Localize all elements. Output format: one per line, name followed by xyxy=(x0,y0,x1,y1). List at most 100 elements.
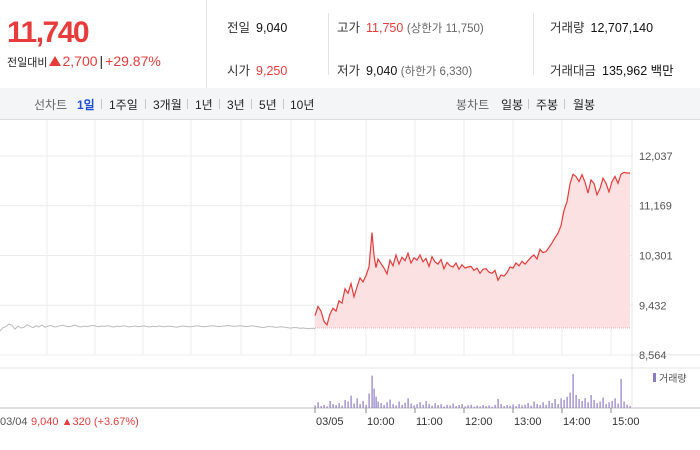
tab-1year[interactable]: 1년 xyxy=(195,98,213,112)
stat-low-label: 저가 xyxy=(337,64,361,78)
volume-bar xyxy=(542,402,544,408)
volume-bar xyxy=(491,406,493,408)
y-tick-label: 8,564 xyxy=(639,350,667,362)
volume-bar xyxy=(371,375,373,408)
x-tick-label-prev-date: 03/04 xyxy=(0,416,28,428)
volume-bar xyxy=(608,402,610,408)
y-tick-label: 12,037 xyxy=(639,151,673,163)
stat-open-label: 시가 xyxy=(227,64,251,78)
stat-volume: 거래량 12,707,140 xyxy=(550,17,653,36)
prev-day-summary-text: 9,040 ▲320 (+3.67%) xyxy=(31,416,139,428)
x-tick-label: 14:00 xyxy=(563,416,591,428)
current-price: 11,740 xyxy=(7,16,90,49)
volume-bar xyxy=(596,403,598,408)
price-area-layer xyxy=(315,172,630,329)
volume-bar xyxy=(362,400,364,408)
volume-bar xyxy=(446,404,448,408)
y-axis-labels: 12,037 11,169 10,301 9,432 8,564 xyxy=(639,151,673,362)
quote-summary: 11,740 전일대비 2,700 | +29.87% 전일 9,040 고가 11,75… xyxy=(0,0,700,89)
change-label: 전일대비 xyxy=(7,56,48,69)
volume-bar xyxy=(551,403,553,408)
tab-daily-candle[interactable]: 일봉 xyxy=(501,98,524,112)
volume-bar xyxy=(476,405,478,408)
stats-panel: 전일 9,040 고가 11,750 (상한가 11,750) 거래량 12,707,… xyxy=(207,0,700,88)
volume-bar xyxy=(563,399,565,408)
volume-bar xyxy=(323,404,325,408)
prev-day-change: 320 xyxy=(72,416,93,428)
tab-1week[interactable]: 1주일 xyxy=(109,98,138,112)
x-tick-label: 03/05 xyxy=(316,416,344,428)
stat-prev-close-label: 전일 xyxy=(227,21,251,35)
prev-day-layer xyxy=(0,323,316,332)
volume-bar xyxy=(587,402,589,408)
tab-monthly-candle[interactable]: 월봉 xyxy=(573,98,596,112)
volume-bar xyxy=(581,400,583,408)
volume-bar xyxy=(329,400,331,408)
volume-bar xyxy=(485,406,487,408)
stat-low: 저가 9,040 (하한가 6,330) xyxy=(337,60,472,79)
volume-bar xyxy=(521,405,523,408)
x-tick-label: 10:00 xyxy=(367,416,395,428)
x-tick-label: 12:00 xyxy=(465,416,493,428)
volume-bar xyxy=(539,405,541,408)
tab-separator xyxy=(145,99,146,109)
volume-bar xyxy=(317,402,319,408)
tab-3month[interactable]: 3개월 xyxy=(153,98,182,112)
stats-divider xyxy=(328,13,329,75)
volume-bar xyxy=(365,404,367,408)
volume-bar xyxy=(380,403,382,408)
volume-bar xyxy=(584,398,586,408)
tab-5year[interactable]: 5년 xyxy=(259,98,277,112)
tab-10year[interactable]: 10년 xyxy=(290,98,315,112)
x-tick-label: 15:00 xyxy=(612,416,640,428)
volume-bar xyxy=(410,403,412,408)
stat-low-note: (하한가 6,330) xyxy=(400,66,473,78)
tab-3year[interactable]: 3년 xyxy=(227,98,245,112)
volume-bar xyxy=(416,404,418,408)
volume-bar xyxy=(356,398,358,408)
volume-bar xyxy=(548,400,550,408)
tab-separator xyxy=(187,99,188,109)
prev-day-price-line xyxy=(0,323,316,332)
volume-bar xyxy=(578,398,580,408)
volume-panel xyxy=(0,120,700,409)
volume-bar xyxy=(443,406,445,408)
volume-bar xyxy=(629,406,631,408)
volume-bar xyxy=(320,406,322,408)
volume-bar xyxy=(497,398,499,408)
y-tick-label: 9,432 xyxy=(639,300,667,312)
tab-separator xyxy=(101,99,102,109)
tab-weekly-candle[interactable]: 주봉 xyxy=(536,98,559,112)
up-triangle-icon: ▲ xyxy=(62,416,73,428)
volume-bar xyxy=(533,401,535,408)
candle-chart-label: 봉차트 xyxy=(456,98,490,112)
prev-day-change-percent: (+3.67%) xyxy=(94,416,139,428)
volume-bar xyxy=(389,399,391,408)
y-tick-label: 11,169 xyxy=(639,201,672,213)
volume-bar xyxy=(560,398,562,408)
change-row: 전일대비 2,700 | +29.87% xyxy=(7,53,161,70)
volume-bar xyxy=(373,388,375,408)
volume-bar xyxy=(527,403,529,408)
volume-bar xyxy=(545,404,547,408)
tab-1day[interactable]: 1일 xyxy=(77,98,95,112)
volume-bar xyxy=(599,401,601,408)
volume-bar xyxy=(605,404,607,408)
volume-bar xyxy=(347,401,349,408)
volume-bar xyxy=(614,398,616,408)
volume-bar xyxy=(335,405,337,408)
price-line xyxy=(314,171,630,327)
volume-bar xyxy=(461,404,463,408)
change-percent: +29.87% xyxy=(105,53,161,69)
volume-bar xyxy=(566,396,568,408)
volume-bar xyxy=(518,404,520,408)
volume-bar xyxy=(368,393,370,408)
volume-bar xyxy=(375,396,377,408)
volume-bar xyxy=(509,405,511,408)
volume-legend: 거래량 xyxy=(653,373,687,385)
volume-bar xyxy=(425,400,427,408)
stat-high: 고가 11,750 (상한가 11,750) xyxy=(337,17,484,36)
x-tick-label: 11:00 xyxy=(416,416,443,428)
volume-bar xyxy=(338,403,340,408)
volume-bar xyxy=(353,403,355,408)
